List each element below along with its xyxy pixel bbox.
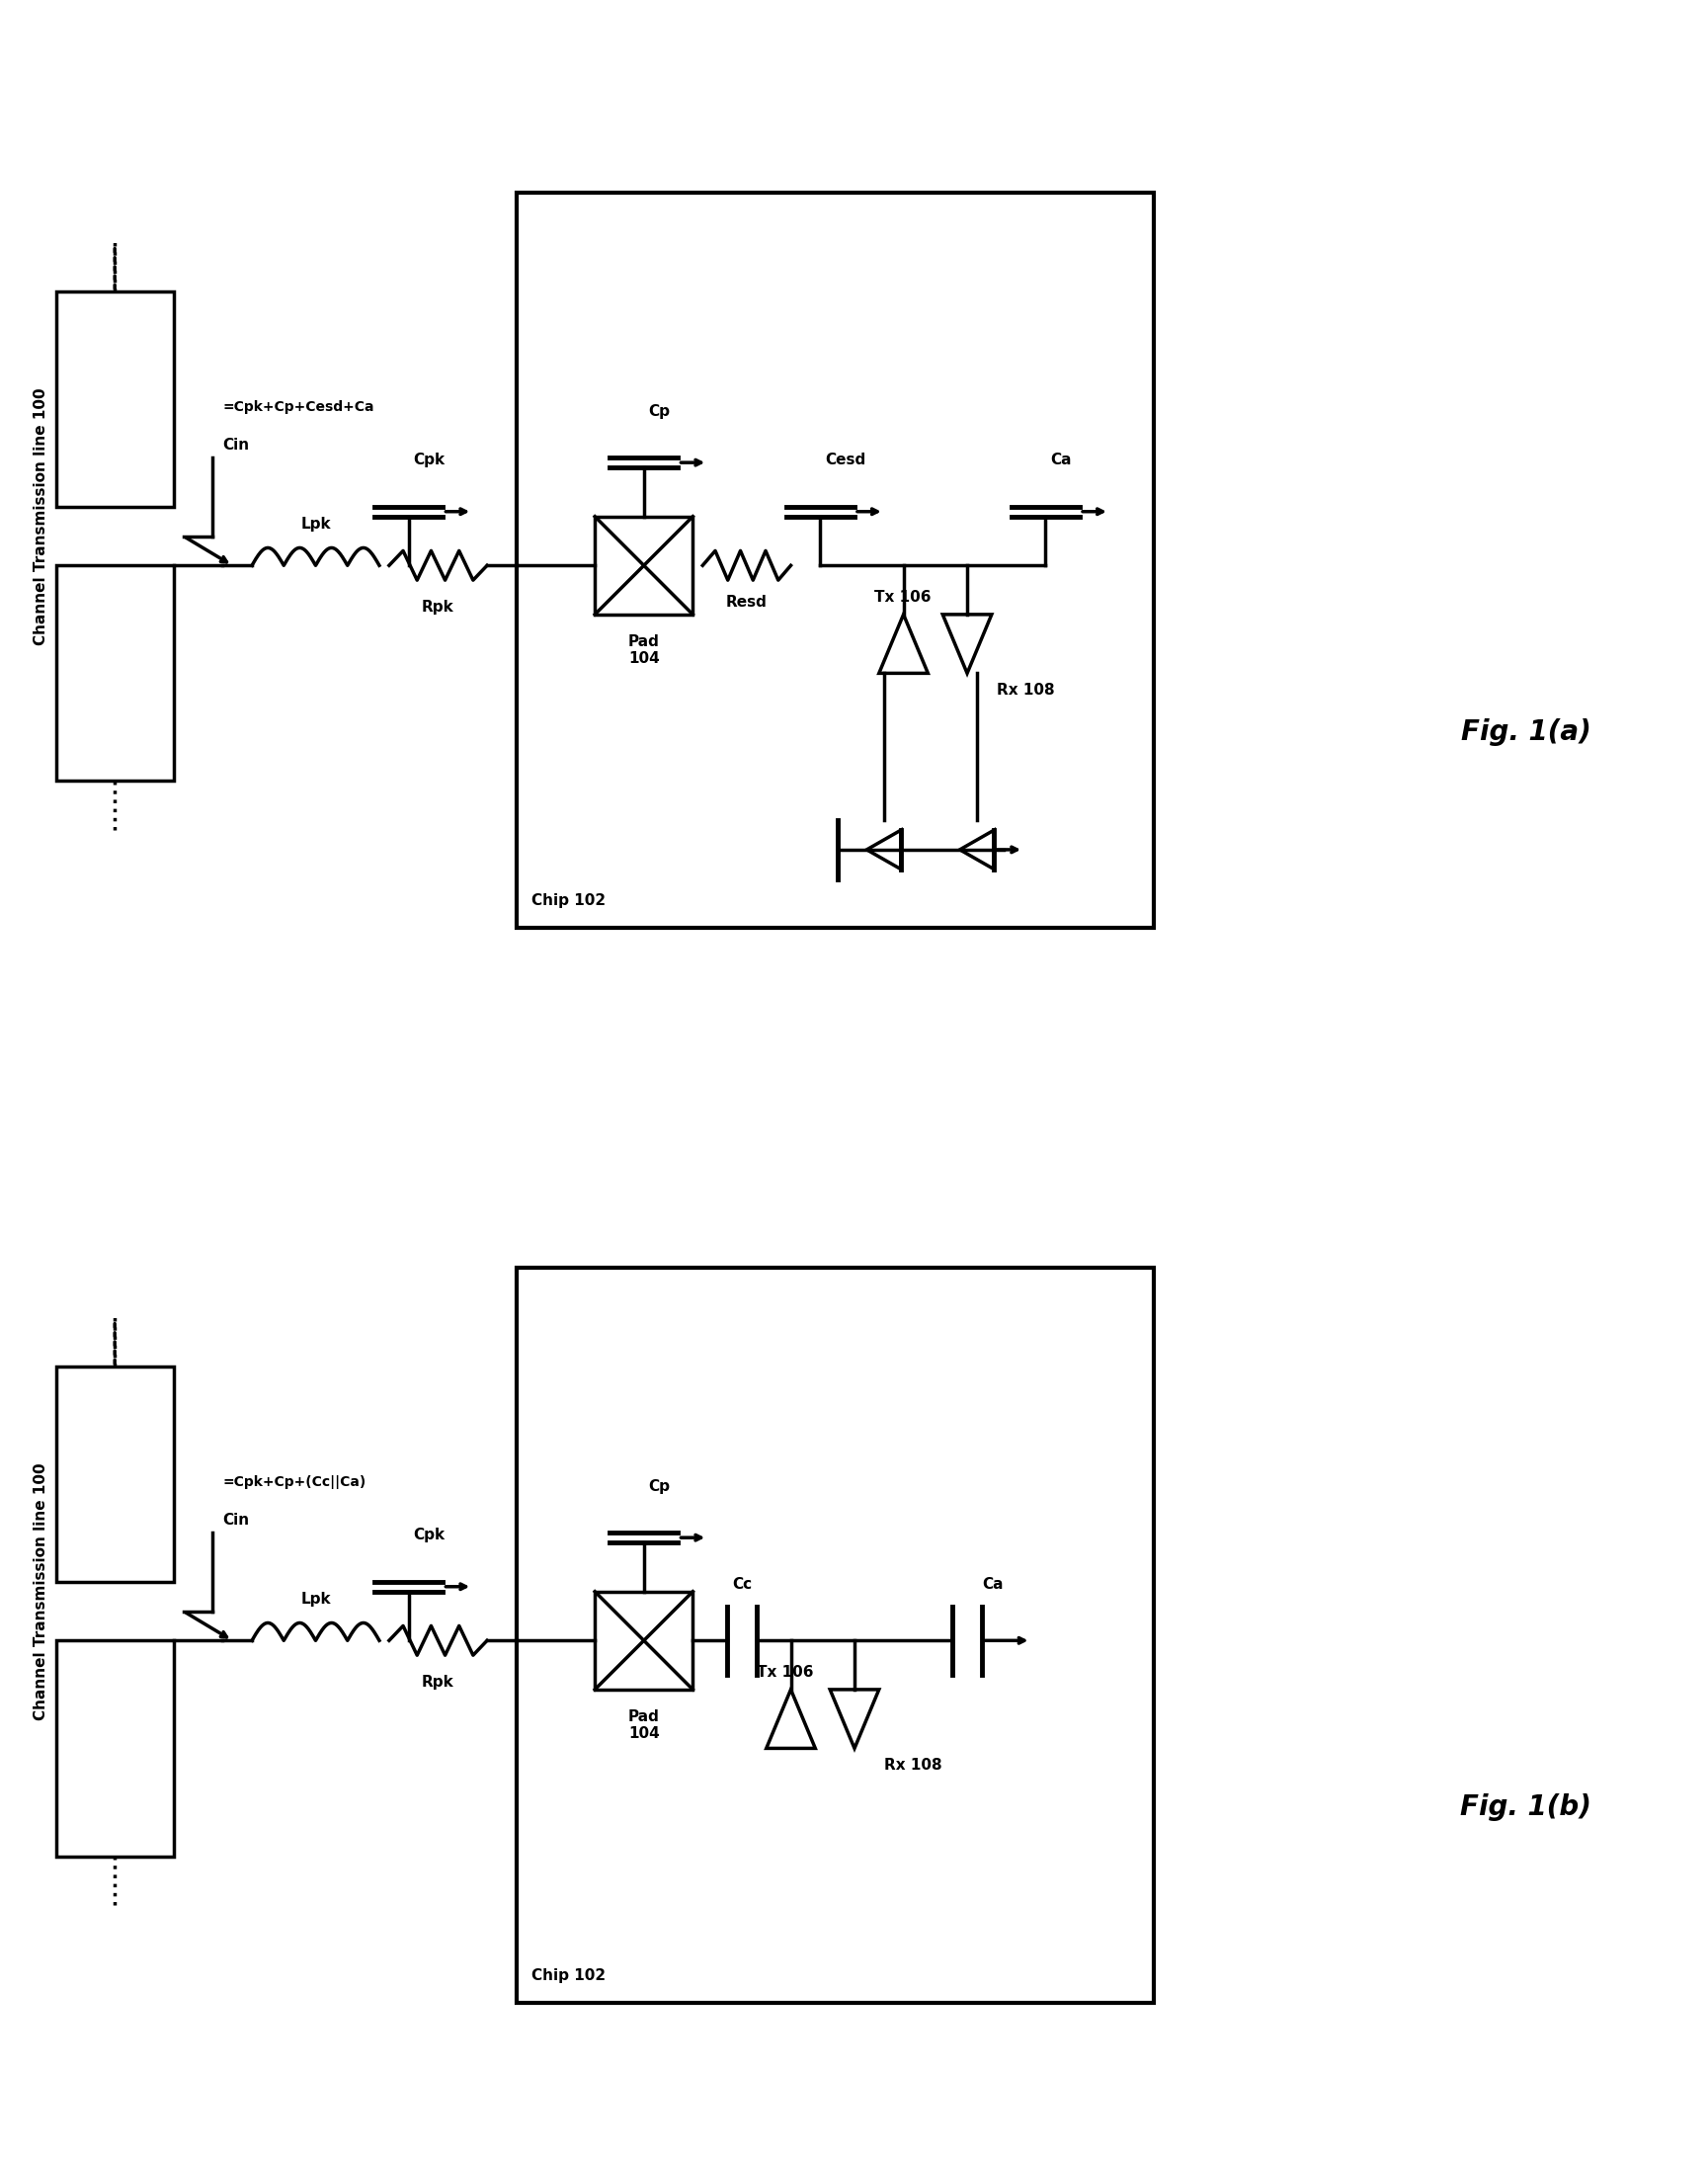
Text: Resd: Resd xyxy=(726,595,767,610)
Text: =Cpk+Cp+(Cc||Ca): =Cpk+Cp+(Cc||Ca) xyxy=(222,1475,366,1488)
Text: Lpk: Lpk xyxy=(301,516,331,531)
Text: Rpk: Rpk xyxy=(422,1674,454,1689)
Text: Cin: Cin xyxy=(222,438,249,453)
Bar xyxy=(594,516,693,615)
Text: Fig. 1(b): Fig. 1(b) xyxy=(1460,1792,1592,1821)
Bar xyxy=(56,565,174,781)
Text: Rpk: Rpk xyxy=(422,600,454,615)
Text: Lpk: Lpk xyxy=(301,1592,331,1607)
Text: Cin: Cin xyxy=(222,1512,249,1527)
Text: Rx 108: Rx 108 xyxy=(996,684,1054,699)
Text: Ca: Ca xyxy=(982,1577,1003,1592)
Text: =Cpk+Cp+Cesd+Ca: =Cpk+Cp+Cesd+Ca xyxy=(222,399,374,414)
Text: Cp: Cp xyxy=(649,403,671,418)
Text: Tx 106: Tx 106 xyxy=(757,1665,813,1680)
Text: Rx 108: Rx 108 xyxy=(883,1758,941,1773)
Text: Ca: Ca xyxy=(1050,453,1071,468)
Bar xyxy=(516,1268,1153,2004)
Text: Cesd: Cesd xyxy=(825,453,866,468)
Text: Chip 102: Chip 102 xyxy=(531,1969,605,1984)
Text: Fig. 1(a): Fig. 1(a) xyxy=(1460,718,1590,746)
Text: Chip 102: Chip 102 xyxy=(531,893,605,908)
Text: Pad
104: Pad 104 xyxy=(629,1708,659,1741)
Text: Channel Transmission line 100: Channel Transmission line 100 xyxy=(34,1462,50,1721)
Bar xyxy=(594,1592,693,1689)
Bar xyxy=(56,291,174,507)
Text: Cc: Cc xyxy=(731,1577,752,1592)
Text: Channel Transmission line 100: Channel Transmission line 100 xyxy=(34,388,50,645)
Text: Pad
104: Pad 104 xyxy=(629,634,659,667)
Text: Cpk: Cpk xyxy=(413,1527,446,1542)
Bar xyxy=(56,1641,174,1857)
Bar xyxy=(516,194,1153,928)
Text: Cp: Cp xyxy=(649,1480,671,1493)
Bar xyxy=(56,1365,174,1581)
Text: Tx 106: Tx 106 xyxy=(874,589,931,604)
Text: Cpk: Cpk xyxy=(413,453,446,468)
